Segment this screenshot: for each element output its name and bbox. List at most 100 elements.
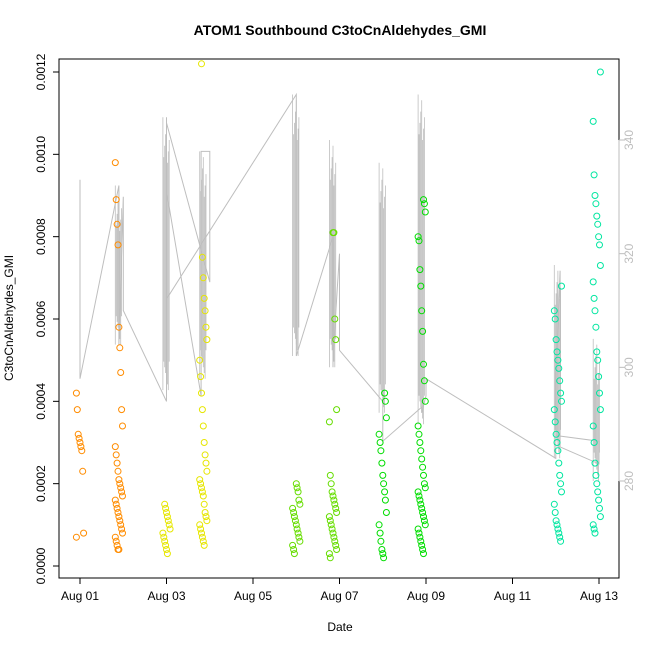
data-point <box>557 480 565 488</box>
data-point <box>112 451 120 459</box>
data-point <box>416 439 424 446</box>
data-point <box>201 307 209 315</box>
data-point <box>200 500 208 508</box>
data-point <box>117 369 125 376</box>
data-point <box>200 439 208 446</box>
data-point <box>557 537 565 545</box>
data-point <box>592 200 600 208</box>
data-point <box>165 521 173 529</box>
data-point <box>202 513 210 521</box>
data-point <box>326 471 334 479</box>
data-point <box>161 537 169 545</box>
data-point <box>118 525 126 533</box>
data-point <box>420 360 427 368</box>
x-tick-label: Aug 03 <box>147 589 185 603</box>
data-point <box>291 517 299 525</box>
data-point <box>414 233 422 241</box>
data-point <box>293 525 301 533</box>
data-point <box>114 241 122 249</box>
data-point <box>290 509 298 516</box>
data-point <box>593 212 601 220</box>
data-point <box>198 406 206 414</box>
data-point <box>420 196 427 204</box>
data-point <box>593 480 601 488</box>
data-point <box>381 389 389 397</box>
data-point <box>589 422 597 430</box>
data-point <box>117 521 125 529</box>
data-point <box>550 500 558 508</box>
data-point <box>162 504 170 512</box>
data-point <box>325 513 333 521</box>
data-point <box>553 439 561 446</box>
data-point <box>556 471 564 479</box>
data-point <box>379 550 387 558</box>
data-point <box>329 492 337 500</box>
data-point <box>290 513 298 521</box>
data-point <box>421 208 429 216</box>
data-point <box>375 430 383 438</box>
data-point <box>332 336 340 344</box>
y-axis-title: C3toCnAldehydes_GMI <box>2 255 16 381</box>
y-right-tick-label: 280 <box>622 471 636 491</box>
data-point <box>163 509 170 516</box>
data-point <box>325 550 333 558</box>
data-point <box>113 220 121 228</box>
data-point <box>112 537 120 545</box>
data-point <box>419 463 427 471</box>
data-point <box>326 554 334 562</box>
data-point <box>112 500 120 508</box>
data-point <box>416 496 424 504</box>
data-point <box>593 348 601 356</box>
data-point <box>595 496 603 504</box>
data-point <box>163 546 170 553</box>
data-point <box>330 496 338 504</box>
data-point <box>418 504 426 512</box>
data-point <box>199 274 207 282</box>
data-point <box>590 439 598 446</box>
y-tick-label: 0.0004 <box>34 383 48 420</box>
data-point <box>115 546 123 553</box>
data-point <box>415 430 423 438</box>
data-point <box>116 344 124 352</box>
data-point <box>418 455 426 463</box>
data-point <box>114 467 122 475</box>
data-point <box>382 509 390 516</box>
x-tick-label: Aug 07 <box>320 589 358 603</box>
data-point <box>552 430 560 438</box>
y-right-tick-label: 340 <box>622 130 636 150</box>
data-point <box>376 439 384 446</box>
data-point <box>550 406 558 414</box>
data-point <box>592 323 600 331</box>
data-point <box>591 529 599 537</box>
data-point <box>197 480 205 488</box>
data-point <box>416 533 424 541</box>
data-point <box>292 480 300 488</box>
data-point <box>418 541 426 549</box>
data-point <box>295 533 303 541</box>
y-axis: 0.0000 0.0002 0.0004 0.0006 0.0008 0.0010 0.00… <box>34 53 60 584</box>
data-point <box>556 377 564 385</box>
data-point <box>382 414 390 422</box>
data-point <box>294 488 302 496</box>
data-point <box>415 529 423 537</box>
point-layer <box>72 60 604 562</box>
data-point <box>555 529 563 537</box>
data-point <box>325 418 333 426</box>
data-point <box>420 471 427 479</box>
data-point <box>119 492 126 500</box>
data-point <box>163 550 171 558</box>
data-point <box>554 447 562 455</box>
y-right-tick-label: 320 <box>622 243 636 263</box>
data-point <box>333 509 341 516</box>
data-point <box>111 533 119 541</box>
data-point <box>594 356 602 364</box>
data-point <box>202 459 210 467</box>
data-point <box>381 488 389 496</box>
data-point <box>79 467 87 475</box>
data-point <box>552 517 560 525</box>
data-point <box>416 266 424 274</box>
data-point <box>417 537 425 545</box>
data-point <box>551 509 559 516</box>
